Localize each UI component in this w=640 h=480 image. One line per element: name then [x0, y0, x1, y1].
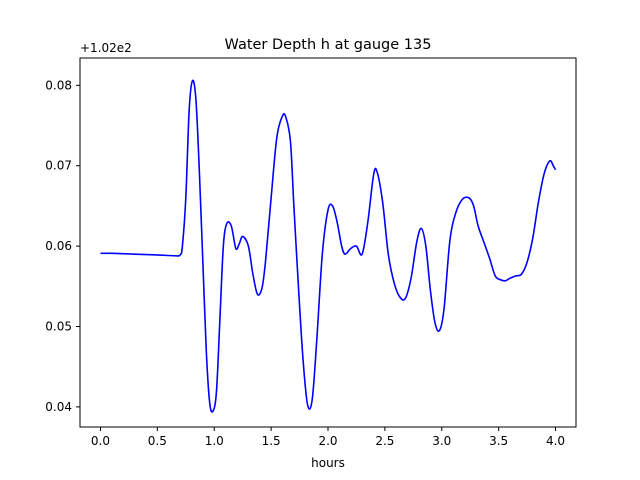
x-tick-label: 2.5	[375, 434, 394, 448]
y-tick-label: 0.06	[45, 239, 72, 253]
x-axis-label: hours	[311, 456, 345, 470]
chart-title: Water Depth h at gauge 135	[225, 37, 432, 53]
x-tick-label: 0.0	[91, 434, 110, 448]
y-tick-label: 0.05	[45, 320, 72, 334]
y-tick-label: 0.07	[45, 159, 72, 173]
x-tick-label: 4.0	[546, 434, 565, 448]
x-tick-label: 0.5	[148, 434, 167, 448]
series-line-0	[100, 79, 557, 413]
x-tick-label: 2.0	[318, 434, 337, 448]
x-tick-label: 3.0	[432, 434, 451, 448]
y-tick-label: 0.08	[45, 78, 72, 92]
y-offset-label: +1.02e2	[80, 41, 132, 55]
x-tick-label: 1.0	[205, 434, 224, 448]
y-tick-label: 0.04	[45, 400, 72, 414]
x-tick-label: 1.5	[262, 434, 281, 448]
x-tick-label: 3.5	[489, 434, 508, 448]
plot-area: 0.0 0.5 1.0 1.5 2.0 2.5 3.0 3.5 4.0 0.04 0.05 0.06 0…	[45, 57, 577, 448]
